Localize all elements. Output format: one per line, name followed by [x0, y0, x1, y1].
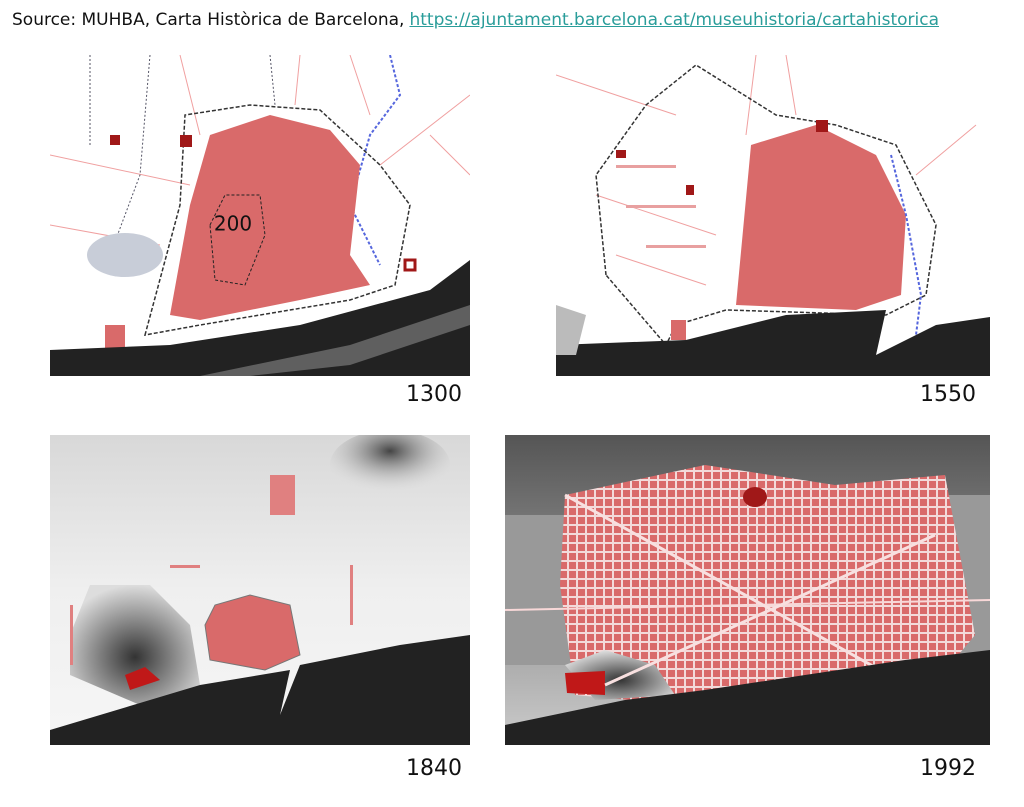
map-annotation: 200	[214, 212, 252, 236]
map-shape	[50, 55, 470, 246]
map-shape	[616, 165, 706, 248]
map-shape	[204, 594, 301, 671]
map-shape	[616, 165, 676, 168]
map-shape	[89, 55, 276, 256]
map-shape	[616, 150, 626, 158]
source-line: Source: MUHBA, Carta Històrica de Barcel…	[12, 10, 939, 30]
map-shape	[50, 635, 470, 745]
year-label: 1992	[920, 756, 976, 781]
year-label: 1840	[406, 756, 462, 781]
map-shape	[50, 55, 470, 246]
map-shape	[556, 55, 977, 286]
map-1840	[50, 435, 470, 745]
map-shape	[560, 465, 975, 705]
map-shape	[330, 435, 450, 500]
map-shape	[87, 233, 163, 277]
map-shape	[646, 245, 706, 248]
map-shape	[110, 135, 120, 145]
map-shape	[686, 185, 694, 195]
map-shape	[270, 475, 295, 515]
map-shape	[626, 205, 696, 208]
map-shape	[403, 258, 417, 272]
map-shape	[348, 55, 402, 266]
year-label: 1550	[920, 382, 976, 407]
map-1300: 200	[50, 55, 470, 376]
map-shape	[556, 55, 977, 286]
map-shape	[70, 605, 73, 665]
map-shape	[105, 325, 125, 350]
source-link[interactable]: https://ajuntament.barcelona.cat/museuhi…	[409, 10, 939, 30]
map-shape	[564, 493, 936, 697]
map-shape	[180, 135, 192, 147]
map-1550	[556, 55, 990, 376]
map-shape	[70, 475, 353, 665]
map-shape	[125, 667, 160, 690]
map-shape	[350, 565, 353, 625]
map-shape	[505, 650, 990, 745]
map-shape	[816, 120, 828, 132]
map-shape	[505, 599, 990, 611]
map-shape	[556, 305, 586, 355]
map-shape	[736, 125, 906, 310]
map-shape	[556, 310, 990, 376]
map-1992	[505, 435, 990, 745]
map-shape	[890, 154, 923, 336]
source-text: Source: MUHBA, Carta Històrica de Barcel…	[12, 10, 405, 30]
year-label: 1300	[406, 382, 462, 407]
map-shape	[200, 305, 470, 376]
map-shape	[89, 55, 276, 256]
map-shape	[170, 115, 370, 320]
map-shape	[616, 120, 828, 195]
map-shape	[565, 671, 605, 695]
map-shape	[671, 320, 686, 340]
map-shape	[743, 487, 767, 507]
map-shape	[170, 565, 200, 568]
map-shape	[70, 585, 200, 705]
